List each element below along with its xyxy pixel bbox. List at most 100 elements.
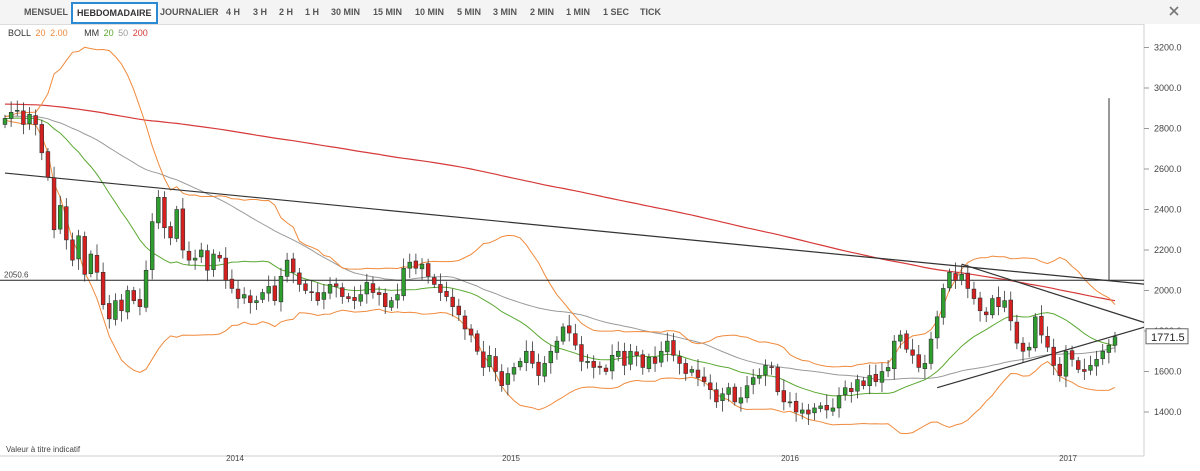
candle-body: [1014, 321, 1020, 344]
candle-body: [671, 340, 676, 356]
footnote: Valeur à titre indicatif: [6, 445, 81, 454]
candle-body: [910, 349, 915, 356]
candle-body: [818, 405, 823, 409]
candle-body: [156, 197, 161, 224]
candle-body: [217, 254, 222, 259]
candle-body: [241, 294, 247, 299]
candle-body: [769, 366, 774, 368]
candle-body: [597, 365, 603, 368]
candle-body: [1039, 315, 1044, 336]
candle-body: [143, 269, 149, 308]
candle-body: [812, 407, 817, 414]
candle-body: [566, 325, 572, 334]
candle-body: [628, 350, 633, 365]
candle-body: [634, 351, 639, 356]
candle-body: [849, 388, 854, 393]
x-tick-label: 2015: [502, 454, 520, 463]
timeframe-2h[interactable]: 2 H: [279, 7, 294, 17]
candle-body: [162, 197, 167, 229]
candle-body: [941, 288, 946, 318]
y-tick-label: 2400.0: [1154, 205, 1182, 215]
price-axis-bg: [1144, 24, 1200, 471]
candle-body: [1094, 359, 1099, 367]
x-tick-label: 2014: [226, 454, 244, 463]
candle-body: [892, 340, 897, 369]
candle-body: [211, 253, 216, 270]
boll-dev: 2.00: [50, 28, 68, 38]
candle-body: [511, 367, 517, 375]
candle-body: [652, 357, 658, 364]
timeframe-2min[interactable]: 2 MIN: [530, 7, 555, 17]
trendline: [936, 326, 1144, 389]
candle-body: [199, 249, 204, 258]
candle-body: [928, 338, 934, 364]
candle-body: [579, 344, 584, 362]
candle-body: [248, 295, 253, 303]
timeframe-10min[interactable]: 10 MIN: [415, 7, 445, 17]
candle-body: [867, 375, 872, 386]
candle-body: [530, 350, 535, 364]
candle-body: [787, 401, 793, 404]
candle-body: [879, 371, 885, 383]
candle-body: [996, 297, 1001, 308]
candle-body: [689, 369, 695, 373]
candle-body: [977, 297, 983, 312]
candle-body: [1076, 360, 1081, 370]
candle-body: [517, 361, 523, 368]
timeframe-15min[interactable]: 15 MIN: [373, 7, 403, 17]
candle-body: [82, 236, 87, 275]
candle-body: [744, 385, 750, 399]
candle-body: [953, 273, 958, 281]
price-chart[interactable]: 1400.01600.01800.02000.02200.02400.02600…: [0, 24, 1200, 471]
timeframe-3h[interactable]: 3 H: [253, 7, 268, 17]
candle-body: [113, 300, 118, 320]
timeframe-3min[interactable]: 3 MIN: [493, 7, 518, 17]
candle-body: [370, 283, 376, 293]
candle-body: [965, 272, 971, 289]
timeframe-1sec[interactable]: 1 SEC: [603, 7, 630, 17]
candle-body: [836, 395, 842, 409]
candle-body: [358, 294, 363, 302]
candle-body: [499, 371, 504, 386]
timeframe-1h[interactable]: 1 H: [305, 7, 320, 17]
boll-period: 20: [35, 28, 46, 38]
candle-body: [303, 283, 308, 291]
timeframe-4h[interactable]: 4 H: [226, 7, 241, 17]
close-icon[interactable]: [1168, 5, 1180, 17]
ma200-line: [4, 103, 1116, 302]
candle-body: [64, 206, 69, 241]
candle-body: [646, 357, 652, 369]
candle-body: [665, 340, 670, 353]
candle-body: [984, 311, 989, 316]
candle-body: [1063, 350, 1069, 377]
candle-body: [695, 369, 701, 378]
candle-body: [450, 296, 455, 307]
candle-body: [548, 350, 554, 364]
candle-body: [732, 386, 737, 403]
candle-body: [904, 333, 909, 350]
timeframe-5min[interactable]: 5 MIN: [457, 7, 482, 17]
candle-body: [284, 259, 290, 277]
candle-body: [1057, 363, 1063, 376]
candle-body: [775, 367, 780, 393]
candle-body: [701, 376, 707, 382]
timeframe-journalier[interactable]: JOURNALIER: [160, 7, 219, 17]
candle-body: [45, 151, 51, 178]
candle-body: [585, 361, 590, 363]
candle-body: [266, 286, 271, 294]
candle-body: [39, 124, 44, 154]
timeframe-1min[interactable]: 1 MIN: [566, 7, 591, 17]
timeframe-30min[interactable]: 30 MIN: [331, 7, 361, 17]
candle-body: [33, 115, 38, 125]
candle-body: [57, 205, 63, 230]
timeframe-tick[interactable]: TICK: [640, 7, 661, 17]
candle-body: [830, 407, 836, 412]
candle-body: [1082, 369, 1087, 372]
candle-body: [971, 288, 977, 299]
plot-area: 2050.6: [0, 46, 1144, 435]
timeframe-mensuel[interactable]: MENSUEL: [24, 7, 69, 17]
candle-body: [640, 354, 645, 368]
last-price-tag: [1145, 328, 1189, 345]
timeframe-hebdomadaire[interactable]: HEBDOMADAIRE: [71, 2, 158, 24]
candle-body: [616, 350, 621, 357]
